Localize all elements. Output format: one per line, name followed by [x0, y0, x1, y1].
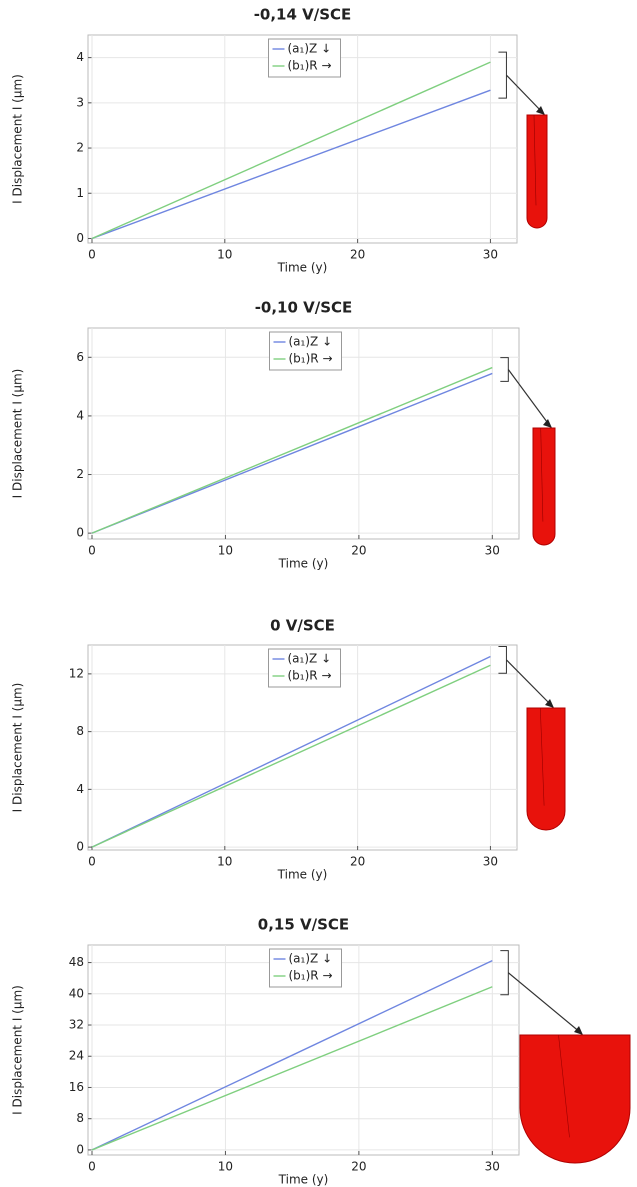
series-line	[91, 986, 493, 1151]
series-line	[91, 664, 491, 848]
deformed-tip	[519, 1034, 631, 1164]
arrow	[506, 659, 553, 707]
series-line	[91, 61, 491, 240]
x-axis-label: Time (y)	[278, 557, 329, 571]
y-tick-label: 48	[69, 955, 84, 969]
x-tick-label: 20	[351, 544, 366, 558]
y-tick-label: 32	[69, 1018, 84, 1032]
x-tick-label: 0	[88, 248, 96, 262]
legend-label: (b₁)R →	[288, 59, 332, 73]
y-tick-label: 6	[76, 350, 84, 364]
legend-label: (a₁)Z ↓	[288, 652, 332, 666]
arrow-head	[574, 1026, 583, 1035]
x-tick-label: 30	[483, 248, 498, 262]
series-line	[91, 366, 493, 534]
series-line	[91, 89, 491, 240]
y-tick-label: 4	[76, 782, 84, 796]
series-line	[91, 655, 491, 848]
legend-label: (b₁)R →	[289, 969, 333, 983]
y-tick-label: 8	[76, 1111, 84, 1125]
y-tick-label: 4	[76, 50, 84, 64]
y-tick-label: 0	[76, 840, 84, 854]
y-tick-label: 24	[69, 1049, 84, 1063]
y-axis-label: I Displacement I (µm)	[11, 683, 25, 813]
y-tick-label: 4	[76, 408, 84, 422]
tip-edge	[540, 707, 545, 806]
arrow-head	[543, 419, 552, 428]
deformed-tip	[532, 427, 556, 546]
x-tick-label: 0	[88, 855, 96, 869]
x-tick-label: 0	[88, 1160, 96, 1174]
y-tick-label: 8	[76, 724, 84, 738]
x-tick-label: 20	[351, 1160, 366, 1174]
x-axis-label: Time (y)	[277, 261, 328, 275]
tip-edge	[558, 1034, 570, 1138]
x-axis-label: Time (y)	[278, 1173, 329, 1187]
legend-box	[269, 331, 342, 371]
x-axis-label: Time (y)	[277, 868, 328, 882]
x-tick-label: 10	[217, 855, 232, 869]
tip-edge	[540, 427, 544, 522]
y-axis-label: I Displacement I (µm)	[11, 369, 25, 499]
legend-label: (b₁)R →	[288, 669, 332, 683]
deformed-tip	[526, 114, 548, 229]
arrow-head	[545, 699, 554, 708]
y-tick-label: 3	[76, 95, 84, 109]
x-tick-label: 30	[485, 1160, 500, 1174]
chart-title: -0,10 V/SCE	[255, 299, 353, 317]
x-tick-label: 20	[350, 248, 365, 262]
chart-title: 0,15 V/SCE	[258, 916, 349, 934]
tip-edge	[533, 114, 537, 206]
x-tick-label: 10	[217, 248, 232, 262]
chart-title: -0,14 V/SCE	[254, 6, 352, 24]
legend-label: (a₁)Z ↓	[288, 42, 332, 56]
x-tick-label: 30	[483, 855, 498, 869]
y-tick-label: 0	[76, 1142, 84, 1156]
x-tick-label: 20	[350, 855, 365, 869]
plot-area	[87, 327, 520, 540]
chart-title: 0 V/SCE	[270, 617, 335, 635]
y-tick-label: 0	[76, 526, 84, 540]
y-tick-label: 16	[69, 1080, 84, 1094]
y-tick-label: 1	[76, 186, 84, 200]
series-line	[91, 372, 493, 534]
arrow	[506, 74, 544, 114]
legend-box	[268, 38, 341, 78]
y-tick-label: 0	[76, 231, 84, 245]
x-tick-label: 0	[88, 544, 96, 558]
legend-label: (a₁)Z ↓	[289, 952, 333, 966]
y-tick-label: 12	[69, 666, 84, 680]
arrow	[507, 369, 551, 427]
x-tick-label: 30	[485, 544, 500, 558]
arrow-head	[536, 106, 545, 115]
x-tick-label: 10	[218, 544, 233, 558]
series-line	[91, 959, 493, 1151]
y-tick-label: 2	[76, 467, 84, 481]
y-axis-label: I Displacement I (µm)	[11, 985, 25, 1115]
x-tick-label: 10	[218, 1160, 233, 1174]
y-axis-label: I Displacement I (µm)	[11, 74, 25, 204]
legend-box	[269, 948, 342, 988]
legend-box	[268, 648, 341, 688]
y-tick-label: 40	[69, 986, 84, 1000]
legend-label: (a₁)Z ↓	[289, 335, 333, 349]
legend-label: (b₁)R →	[289, 352, 333, 366]
arrow	[507, 972, 582, 1034]
y-tick-label: 2	[76, 141, 84, 155]
deformed-tip	[526, 707, 566, 831]
